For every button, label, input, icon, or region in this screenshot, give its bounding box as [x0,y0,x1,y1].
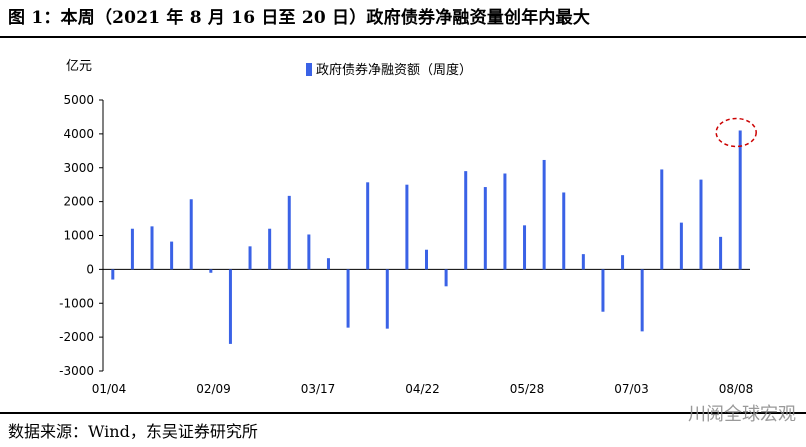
bar [287,195,291,270]
legend-swatch [306,63,312,76]
legend: 政府债券净融资额（周度） [306,62,472,78]
x-tick-label: 04/22 [405,382,440,396]
bar [346,269,350,328]
y-tick-label: -2000 [59,330,94,344]
bar [425,249,428,270]
y-tick-label: 4000 [63,127,94,141]
bar [326,258,330,270]
y-tick-label: 2000 [63,195,94,209]
bar [503,173,507,270]
bar [699,179,703,270]
bar [523,225,527,270]
bar [385,269,389,329]
bar [679,222,683,270]
bar [719,236,723,270]
bar [248,246,252,270]
bar [601,269,605,312]
bar [150,226,154,270]
bottom-rule [0,412,806,414]
watermark: 川阅全球宏观 [688,404,796,425]
bar [130,228,134,270]
bar [640,269,644,332]
bar [268,228,272,270]
x-tick-label: 03/17 [301,382,336,396]
bar [738,130,742,270]
x-tick-label: 01/04 [92,382,127,396]
y-tick-label: 5000 [63,93,94,107]
figure-title: 图 1：本周（2021 年 8 月 16 日至 20 日）政府债券净融资量创年内… [8,8,591,28]
x-tick-label: 08/08 [719,382,754,396]
y-tick-label: -3000 [59,364,94,378]
y-axis-unit: 亿元 [66,59,92,74]
bar [621,255,625,270]
bar [111,269,115,280]
bar [581,254,585,270]
y-tick-label: 0 [86,262,94,276]
x-tick-label: 07/03 [614,382,649,396]
chart: 亿元 政府债券净融资额（周度） 5000 4000 3000 2000 1000 0 -10… [59,59,757,396]
bar [170,241,174,270]
bar [307,234,311,270]
bar [209,269,213,273]
top-rule [0,36,806,38]
y-tick-label: 3000 [63,161,94,175]
bar [444,269,448,287]
bar [189,199,193,270]
highlight-circle [715,117,757,148]
y-tick-label: -1000 [59,296,94,310]
bar [562,192,566,270]
bar [660,169,664,270]
bar [542,159,546,270]
legend-label: 政府债券净融资额（周度） [316,62,472,78]
x-tick-label: 05/28 [510,382,545,396]
bar [483,187,487,270]
bar [464,171,468,270]
x-tick-label: 02/09 [196,382,231,396]
bar [405,184,409,270]
bar [228,269,232,344]
y-tick-label: 1000 [63,229,94,243]
source-note: 数据来源：Wind，东吴证券研究所 [8,422,258,441]
bar [366,182,370,270]
